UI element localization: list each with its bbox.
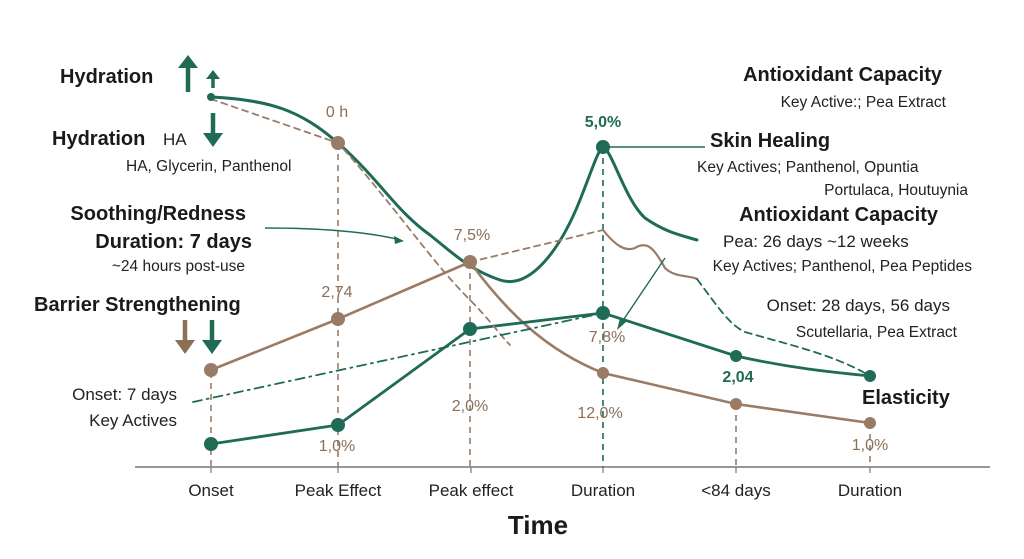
- series-line-onset-28-dashed: [696, 278, 871, 377]
- annotation-antioxidant-2-actives: Key Actives; Panthenol, Pea Peptides: [713, 258, 973, 275]
- data-point: [864, 370, 876, 382]
- data-point: [331, 418, 345, 432]
- hydration-down-arrow: [203, 113, 223, 147]
- point-label-12-0: 12,0%: [577, 405, 622, 422]
- annotation-onset-28: Onset: 28 days, 56 days: [767, 296, 950, 315]
- annotation-soothing-duration: Duration: 7 days: [95, 231, 252, 253]
- data-point: [864, 417, 876, 429]
- data-point: [204, 437, 218, 451]
- point-label-1-0-left: 1,0%: [319, 438, 355, 455]
- barrier-down-arrows: [175, 320, 222, 354]
- annotation-antioxidant-2-pea: Pea: 26 days ~12 weeks: [723, 232, 909, 251]
- data-point: [331, 136, 345, 150]
- point-label-1-0-right: 1,0%: [852, 437, 888, 454]
- annotation-barrier: Barrier Strengthening: [34, 294, 241, 316]
- annotation-elasticity: Elasticity: [862, 387, 951, 409]
- x-tick-label: Onset: [188, 481, 234, 500]
- series-line-antioxidant-dashed: [469, 229, 604, 263]
- data-point: [596, 306, 610, 320]
- hydration-up-arrows: [178, 55, 220, 92]
- series-line-soothing-dashed: [210, 98, 511, 346]
- x-tick-label: Duration: [571, 481, 635, 500]
- annotation-soothing-note: ~24 hours post-use: [112, 258, 245, 275]
- data-point: [463, 322, 477, 336]
- x-axis-title: Time: [508, 510, 568, 540]
- leader-soothing: [264, 227, 401, 241]
- leader-antioxidant-arrowhead: [617, 318, 626, 330]
- data-point: [463, 255, 477, 269]
- point-label-2-04: 2,04: [722, 369, 753, 386]
- annotation-antioxidant-2: Antioxidant Capacity: [739, 204, 939, 226]
- leader-antioxidant: [619, 257, 666, 326]
- annotation-hydration-actives: HA, Glycerin, Panthenol: [126, 158, 291, 175]
- annotation-hydration-ha: Hydration: [52, 128, 145, 150]
- data-point: [204, 363, 218, 377]
- annotation-scutellaria: Scutellaria, Pea Extract: [796, 324, 958, 341]
- point-label-0h: 0 h: [326, 104, 348, 121]
- data-point: [730, 398, 742, 410]
- annotation-hydration: Hydration: [60, 66, 153, 88]
- series-line-barrier: [209, 260, 872, 425]
- annotation-skin-healing-actives-1: Key Actives; Panthenol, Opuntia: [697, 159, 919, 176]
- x-tick-label: Peak effect: [429, 481, 514, 500]
- data-point: [730, 350, 742, 362]
- point-label-5-0: 5,0%: [585, 114, 621, 131]
- data-point: [207, 93, 215, 101]
- point-label-2-74: 2,74: [321, 284, 352, 301]
- annotation-skin-healing-actives-2: Portulaca, Houtuynia: [824, 182, 968, 199]
- annotation-antioxidant-1-actives: Key Active:; Pea Extract: [781, 94, 947, 111]
- point-label-7-8: 7,8%: [589, 329, 625, 346]
- annotation-key-actives: Key Actives: [89, 411, 177, 430]
- series-line-antioxidant-brown: [601, 228, 699, 281]
- data-point: [597, 367, 609, 379]
- annotation-antioxidant-1: Antioxidant Capacity: [743, 64, 943, 86]
- series-line-key-actives-dashdot: [192, 312, 604, 403]
- point-label-2-0: 2,0%: [452, 398, 488, 415]
- annotation-soothing-title: Soothing/Redness: [70, 203, 246, 225]
- leader-soothing-arrowhead: [394, 236, 404, 244]
- x-tick-label: Duration: [838, 481, 902, 500]
- x-tick-label: <84 days: [701, 481, 770, 500]
- annotation-hydration-ha-suffix: HA: [163, 130, 187, 149]
- point-label-7-5: 7,5%: [454, 227, 490, 244]
- annotation-onset-7: Onset: 7 days: [72, 385, 177, 404]
- series-line-elasticity: [209, 311, 872, 446]
- x-tick-label: Peak Effect: [295, 481, 382, 500]
- annotation-skin-healing: Skin Healing: [710, 130, 830, 152]
- data-point: [331, 312, 345, 326]
